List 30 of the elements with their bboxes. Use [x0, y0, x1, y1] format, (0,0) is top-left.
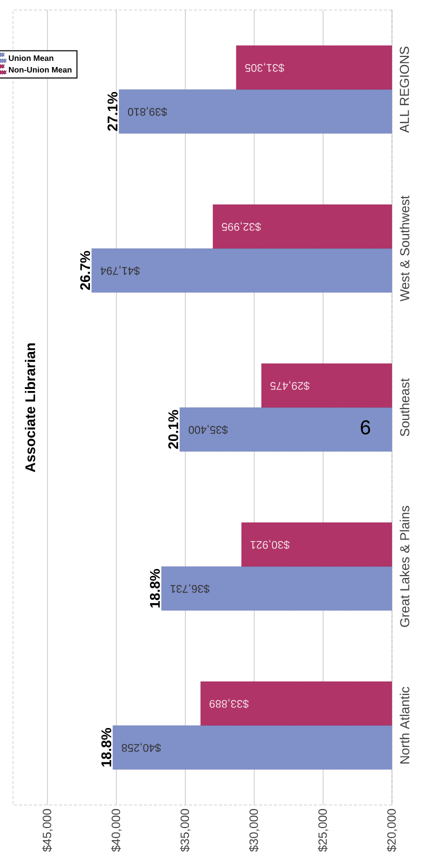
data-label: $36,731 — [170, 584, 210, 594]
data-label: $29,475 — [270, 380, 310, 390]
x-tick-label: $35,000 — [180, 809, 190, 852]
y-tick-label: North Atlantic — [400, 686, 410, 764]
data-label: $39,810 — [128, 106, 168, 116]
y-tick-label: ALL REGIONS — [400, 46, 409, 133]
data-label: $41,794 — [100, 266, 140, 276]
text: Associate Librarian — [24, 343, 36, 472]
annotation: 18.8% — [150, 569, 160, 608]
annotation: 18.8% — [101, 728, 112, 766]
legend-label: Non-Union Mean — [8, 66, 72, 73]
x-tick-label: $25,000 — [318, 809, 328, 852]
data-label: $30,921 — [250, 540, 290, 550]
annotation: 26.7% — [80, 251, 90, 290]
x-tick-label: $30,000 — [248, 809, 260, 852]
annotation: 27.1% — [108, 92, 118, 131]
data-label: $32,995 — [222, 222, 262, 232]
x-tick-label: $40,000 — [111, 809, 122, 852]
y-tick-label: West & Southwest — [400, 196, 410, 302]
data-label: $40,258 — [122, 742, 161, 752]
y-tick-label: Great Lakes & Plains — [400, 506, 410, 627]
legend-label: Union Mean — [8, 55, 54, 61]
x-tick-label: $45,000 — [42, 809, 53, 852]
data-label: $33,889 — [210, 698, 249, 708]
data-label: $35,400 — [188, 424, 228, 434]
annotation: 20.1% — [168, 410, 178, 449]
annotation: 9 — [360, 420, 370, 434]
y-tick-label: Southeast — [400, 378, 410, 436]
data-label: $31,305 — [245, 62, 284, 72]
x-tick-label: $20,000 — [386, 809, 398, 852]
